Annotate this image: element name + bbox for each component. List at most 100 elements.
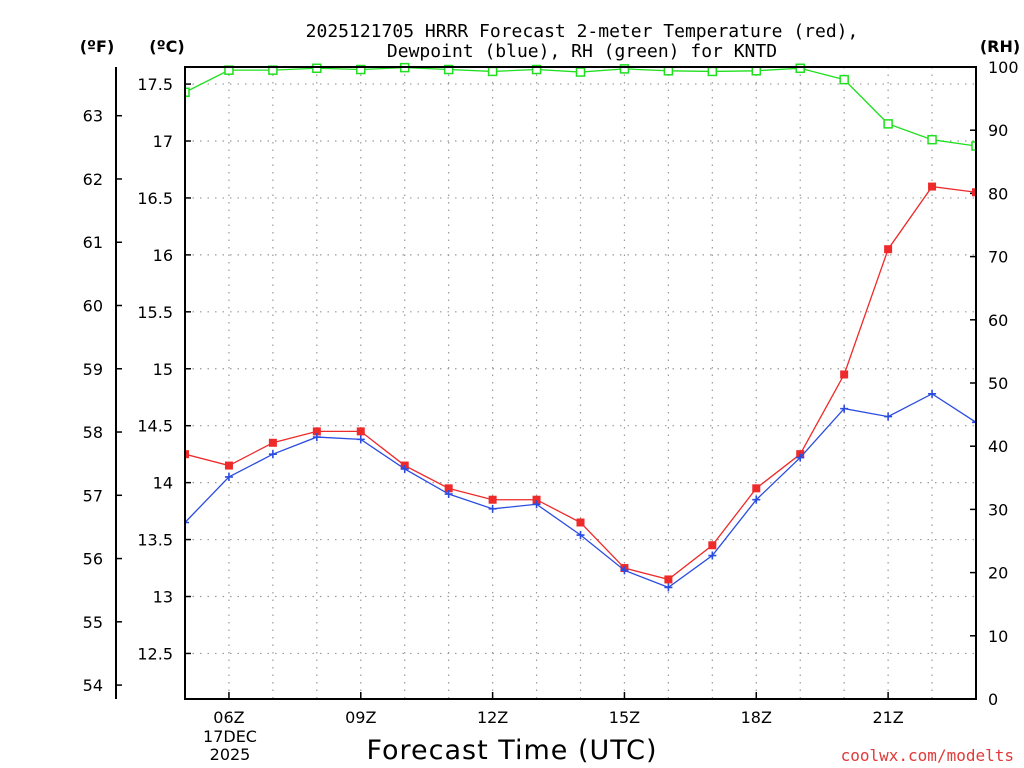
rh-tick-label: 60 (988, 311, 1008, 330)
dewpoint-point (444, 490, 453, 499)
tick-labels: 54 55 56 57 58 59 60 61 62 63 12.5 13 13.5 14 14.5 15 15… (83, 58, 1019, 727)
c-tick-label: 13 (153, 588, 173, 607)
date-label-year: 2025 (210, 745, 251, 764)
c-tick-label: 15 (153, 360, 173, 379)
dewpoint-point (488, 504, 497, 513)
temperature-point (928, 182, 937, 191)
f-tick-label: 55 (83, 613, 103, 632)
temperature-point (752, 484, 761, 493)
rh-point (971, 141, 976, 151)
dewpoint-point (268, 450, 277, 459)
rh-point (531, 64, 542, 75)
rh-point (927, 134, 937, 145)
temperature-point (664, 575, 673, 584)
rh-tick-label: 40 (988, 437, 1008, 456)
f-tick-label: 63 (83, 107, 103, 126)
rh-tick-label: 20 (988, 564, 1008, 583)
temperature-point (532, 495, 541, 504)
rh-point (443, 64, 454, 75)
f-tick-label: 59 (83, 360, 103, 379)
temperature-point (312, 427, 321, 436)
temperature-point (708, 541, 717, 550)
f-tick-label: 57 (83, 486, 103, 505)
x-axis-title: Forecast Time (UTC) (366, 735, 657, 766)
dewpoint-point (532, 500, 541, 509)
plot-frame (184, 66, 977, 700)
rh-tick-label: 0 (988, 690, 998, 709)
series-dewpoint (185, 389, 976, 592)
left-axis-f-unit-label: (ºF) (80, 37, 115, 56)
c-tick-label: 17.5 (137, 75, 173, 94)
right-axis-rh-unit-label: (RH) (980, 37, 1020, 56)
temperature-point (224, 461, 233, 470)
rh-tick-label: 80 (988, 184, 1008, 203)
c-tick-label: 14.5 (137, 417, 173, 436)
rh-point (619, 64, 630, 74)
rh-point (312, 63, 322, 74)
temperature-point (444, 484, 453, 493)
dewpoint-point (752, 495, 761, 504)
rh-point (839, 74, 849, 85)
dewpoint-point (708, 551, 717, 560)
temperature-point (488, 495, 497, 504)
chart-title-line-1: 2025121705 HRRR Forecast 2-meter Tempera… (306, 21, 859, 42)
x-tick-label: 12Z (477, 708, 508, 727)
rh-tick-label: 50 (988, 374, 1008, 393)
rh-point (707, 66, 718, 77)
dewpoint-point (840, 404, 849, 413)
temperature-point (356, 427, 365, 436)
f-tick-label: 56 (83, 550, 103, 569)
rh-point (356, 64, 366, 75)
dewpoint-point (224, 472, 233, 481)
rh-point (883, 119, 893, 129)
c-tick-label: 15.5 (137, 303, 173, 322)
dewpoint-point (796, 453, 805, 462)
rh-point (795, 63, 805, 74)
series-layer (185, 62, 976, 592)
chart-title-line-2: Dewpoint (blue), RH (green) for KNTD (387, 41, 777, 62)
temperature-point (840, 370, 849, 379)
c-tick-label: 12.5 (137, 644, 173, 663)
x-tick-label: 09Z (345, 708, 376, 727)
rh-tick-label: 90 (988, 121, 1008, 140)
rh-point (575, 67, 586, 77)
dewpoint-point (620, 566, 629, 575)
c-tick-label: 14 (153, 474, 173, 493)
f-tick-label: 61 (83, 233, 103, 252)
f-tick-label: 54 (83, 676, 103, 695)
rh-point (185, 87, 190, 98)
x-tick-label: 18Z (741, 708, 772, 727)
dewpoint-point (400, 464, 409, 473)
rh-tick-label: 70 (988, 248, 1008, 267)
f-tick-label: 60 (83, 297, 103, 316)
c-tick-label: 16.5 (137, 189, 173, 208)
f-tick-label: 58 (83, 423, 103, 442)
left-axis-c-unit-label: (ºC) (149, 37, 184, 56)
temperature-point (884, 245, 893, 254)
gridlines (184, 67, 977, 699)
f-tick-label: 62 (83, 170, 103, 189)
temperature-point (268, 438, 277, 447)
x-tick-label: 21Z (872, 708, 903, 727)
dewpoint-point (884, 412, 893, 421)
temperature-point (972, 188, 976, 197)
temperature-point (185, 450, 189, 459)
dewpoint-point (356, 435, 365, 444)
x-tick-label: 15Z (609, 708, 640, 727)
dewpoint-point (185, 518, 189, 527)
temperature-point (576, 518, 585, 527)
c-tick-label: 16 (153, 246, 173, 265)
dewpoint-point (972, 418, 976, 427)
watermark: coolwx.com/modelts (841, 746, 1014, 765)
c-tick-label: 13.5 (137, 531, 173, 550)
rh-point (487, 66, 498, 77)
rh-tick-label: 10 (988, 627, 1008, 646)
rh-tick-label: 100 (988, 58, 1019, 77)
dewpoint-point (576, 531, 585, 540)
x-tick-label: 06Z (213, 708, 244, 727)
date-label-day: 17DEC (203, 727, 257, 746)
rh-tick-label: 30 (988, 500, 1008, 519)
dewpoint-point (664, 583, 673, 592)
